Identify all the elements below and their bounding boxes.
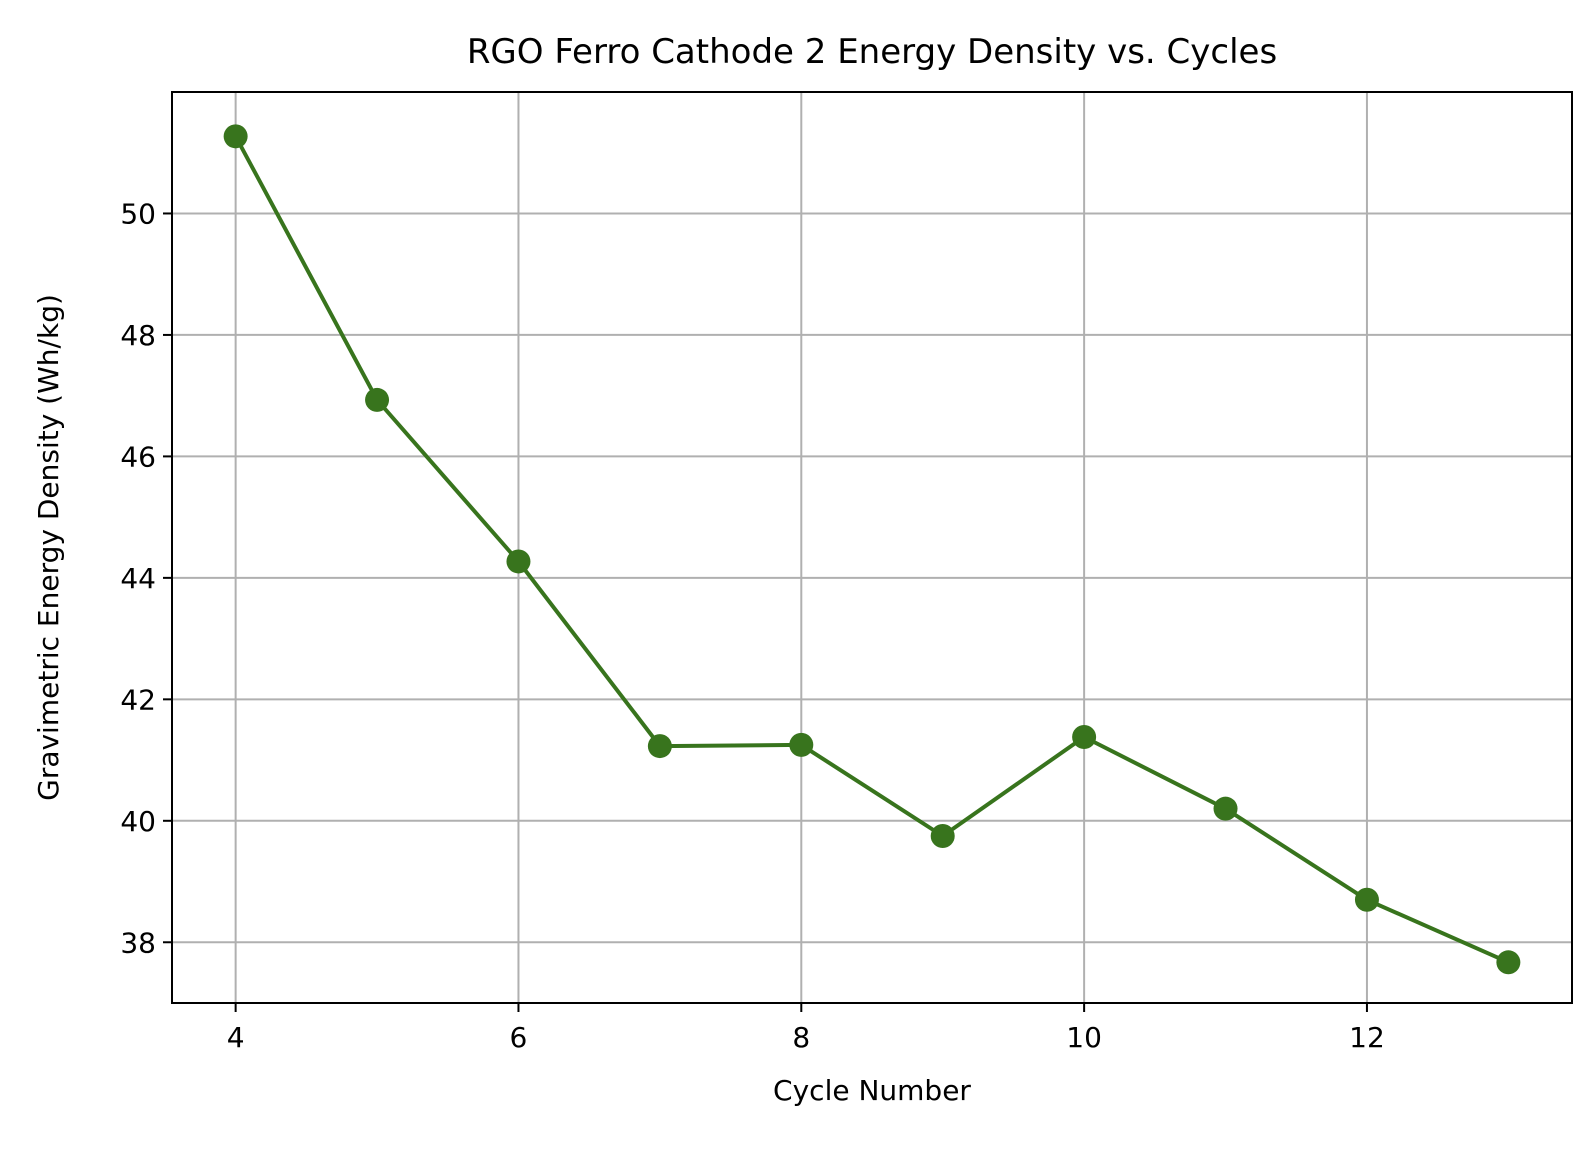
x-tick-label: 8 [792, 1021, 810, 1054]
data-point [1072, 724, 1097, 749]
series-line-layer [233, 135, 1510, 965]
data-point [647, 734, 672, 759]
y-tick-label: 48 [120, 319, 156, 352]
data-point [365, 387, 390, 412]
data-point [1213, 796, 1238, 821]
x-tick-label: 6 [510, 1021, 528, 1054]
y-tick-label: 42 [120, 683, 156, 716]
chart-title: RGO Ferro Cathode 2 Energy Density vs. C… [467, 32, 1277, 72]
y-tick-label: 44 [120, 562, 156, 595]
data-point [506, 549, 531, 574]
y-tick-label: 40 [120, 805, 156, 838]
x-tick-label: 10 [1066, 1021, 1102, 1054]
y-tick-label: 46 [120, 440, 156, 473]
x-axis-label: Cycle Number [773, 1074, 971, 1107]
y-tick-label: 38 [120, 926, 156, 959]
data-points [223, 124, 1521, 975]
plot-frame [171, 91, 1573, 1004]
x-tick-label: 4 [227, 1021, 245, 1054]
x-tick-label: 12 [1349, 1021, 1385, 1054]
data-point [789, 732, 814, 757]
data-point [223, 124, 248, 149]
grid [172, 92, 1572, 1003]
data-point [1496, 950, 1521, 975]
y-tick-label: 50 [120, 197, 156, 230]
data-point [930, 823, 955, 848]
y-axis-label: Gravimetric Energy Density (Wh/kg) [32, 294, 65, 801]
series-line [233, 135, 1510, 965]
data-point [1354, 887, 1379, 912]
